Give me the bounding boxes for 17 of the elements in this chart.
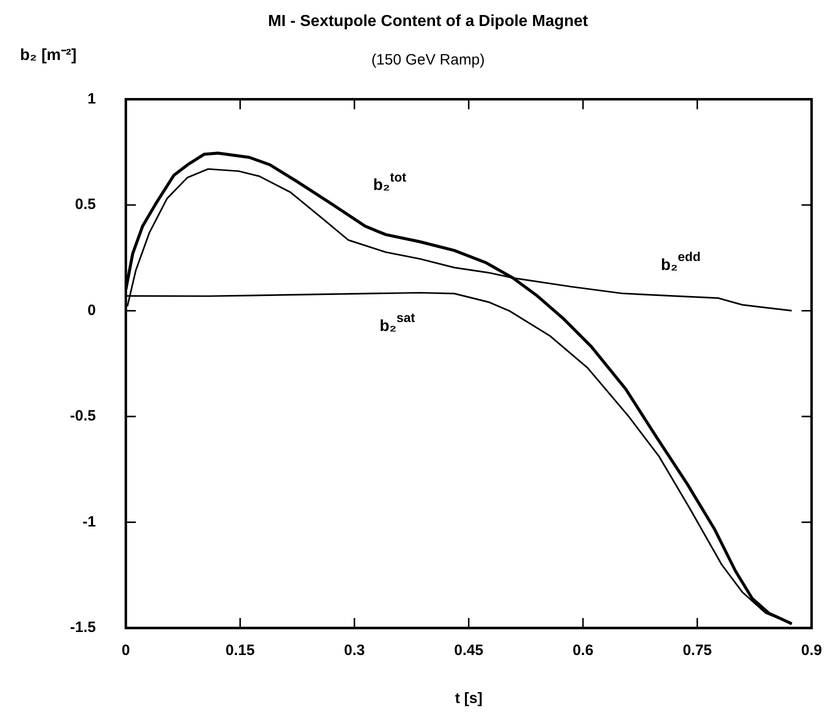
y-tick-label: -1.5 bbox=[70, 619, 96, 636]
y-tick-label: -0.5 bbox=[70, 408, 96, 425]
x-tick-label: 0.75 bbox=[682, 642, 712, 660]
y-tick-label: 1 bbox=[88, 90, 96, 108]
y-axis-title: b₂ [m⁻²] bbox=[20, 47, 77, 64]
y-tick-label: -1 bbox=[82, 513, 96, 530]
x-tick-label: 0.3 bbox=[344, 642, 365, 660]
x-axis-title: t [s] bbox=[454, 690, 482, 708]
y-tick-label: 0 bbox=[88, 302, 96, 319]
x-tick-label: 0.6 bbox=[572, 642, 594, 660]
chart-title: MI - Sextupole Content of a Dipole Magnet bbox=[268, 13, 589, 30]
chart-subtitle: (150 GeV Ramp) bbox=[371, 51, 485, 68]
x-tick-label: 0.45 bbox=[454, 642, 484, 660]
x-tick-label: 0.15 bbox=[226, 642, 255, 660]
x-tick-label: 0.9 bbox=[801, 642, 822, 660]
x-tick-label: 0 bbox=[122, 642, 130, 660]
y-tick-label: 0.5 bbox=[74, 196, 96, 214]
